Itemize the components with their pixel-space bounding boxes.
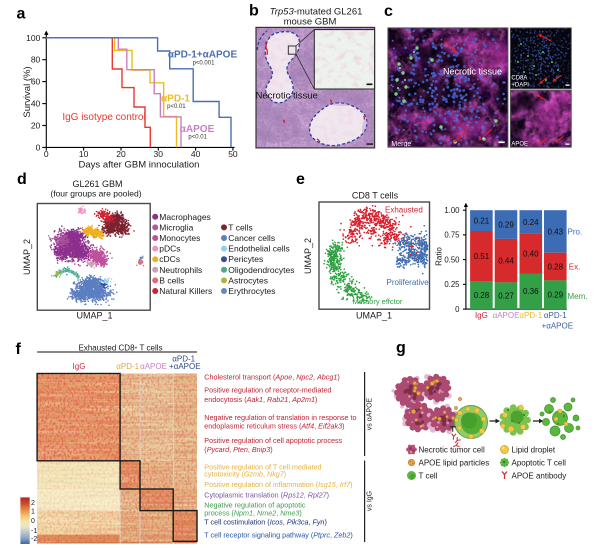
svg-text:40: 40	[31, 99, 41, 109]
svg-text:50: 50	[228, 149, 238, 159]
svg-text:UMAP_2: UMAP_2	[22, 239, 32, 275]
svg-text:40: 40	[191, 149, 201, 159]
svg-text:20: 20	[31, 120, 41, 130]
svg-text:d: d	[17, 171, 27, 188]
svg-text:p<0.001: p<0.001	[193, 61, 216, 67]
svg-text:αAPOE: αAPOE	[180, 124, 215, 135]
svg-text:Days after GBM innoculation: Days after GBM innoculation	[79, 159, 200, 170]
svg-text:b: b	[249, 3, 259, 20]
svg-text:αPD-1: αPD-1	[161, 94, 190, 105]
svg-text:g: g	[396, 340, 406, 357]
svg-text:30: 30	[154, 149, 164, 159]
svg-text:a: a	[17, 6, 26, 23]
svg-text:80: 80	[31, 55, 41, 65]
svg-text:Necrotic tissue: Necrotic tissue	[443, 67, 502, 77]
svg-text:60: 60	[31, 77, 41, 87]
svg-text:20: 20	[116, 149, 126, 159]
svg-text:p<0.01: p<0.01	[167, 104, 186, 110]
svg-text:APOE: APOE	[511, 142, 528, 148]
svg-text:10: 10	[79, 149, 89, 159]
svg-text:Merge: Merge	[391, 141, 411, 148]
svg-text:0: 0	[44, 149, 49, 159]
svg-text:UMAP_1: UMAP_1	[76, 311, 112, 321]
svg-text:f: f	[16, 341, 22, 358]
svg-text:αPD-1+αAPOE: αPD-1+αAPOE	[168, 50, 238, 61]
svg-text:mouse GBM: mouse GBM	[284, 17, 337, 28]
svg-text:Trp53-mutated GL261: Trp53-mutated GL261	[270, 7, 363, 18]
svg-text:0: 0	[36, 142, 41, 152]
svg-text:100: 100	[26, 33, 40, 43]
svg-text:e: e	[296, 171, 305, 188]
svg-text:(four groups are pooled): (four groups are pooled)	[50, 189, 141, 199]
svg-text:p<0.01: p<0.01	[188, 135, 207, 141]
svg-text:GL261 GBM: GL261 GBM	[72, 179, 122, 189]
svg-text:Survival (%): Survival (%)	[22, 66, 33, 117]
svg-text:IgG isotype control: IgG isotype control	[62, 112, 145, 123]
svg-text:+DAPI: +DAPI	[511, 83, 529, 89]
svg-text:CD8A: CD8A	[511, 76, 527, 82]
svg-text:Necrotic tissue: Necrotic tissue	[256, 91, 318, 102]
svg-text:c: c	[384, 3, 393, 20]
